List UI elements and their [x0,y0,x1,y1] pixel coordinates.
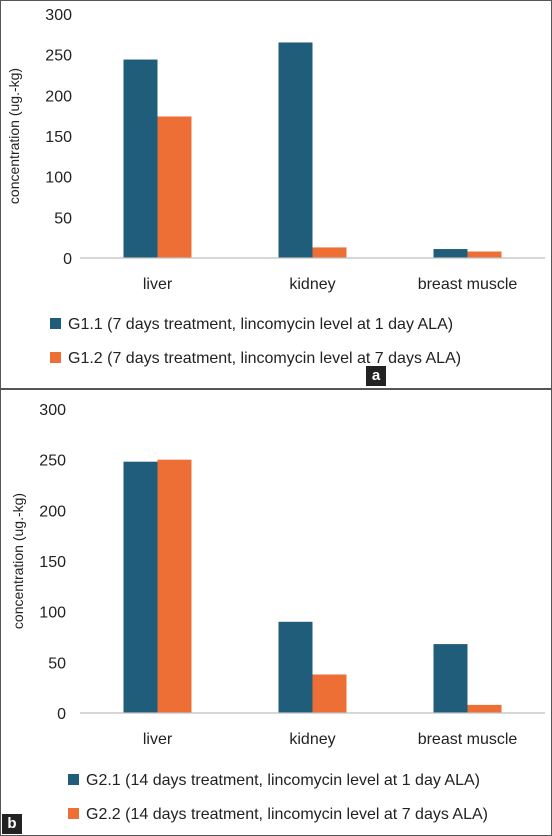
x-tick-label: breast muscle [418,276,518,293]
legend-swatch [50,352,61,363]
bar-chart-b: concentration (ug.-kg) 0 50 100 150 200 250 300… [10,402,545,823]
bar-1-breast-muscle [433,644,468,713]
y-tick-label: 150 [39,554,66,571]
bar-2-kidney [312,247,347,258]
legend-entry: G1.1 (7 days treatment, lincomycin level… [68,316,453,333]
y-tick-label: 50 [54,210,72,227]
bar-2-liver [157,116,192,258]
y-tick-label: 100 [39,605,66,622]
y-tick-label: 300 [45,7,72,24]
bar-2-breast-muscle [467,704,502,713]
y-axis-label: concentration (ug.-kg) [6,68,22,204]
y-tick-label: 200 [39,503,66,520]
panel-label-b: b [2,814,22,834]
x-tick-label: liver [143,276,173,293]
legend-entry: G2.2 (14 days treatment, lincomycin leve… [86,806,488,823]
y-tick-label: 0 [57,706,66,723]
y-tick-label: 200 [45,88,72,105]
x-tick-label: liver [143,731,173,748]
bar-1-breast-muscle [433,249,468,258]
y-tick-label: 150 [45,129,72,146]
legend-entry: G2.1 (14 days treatment, lincomycin leve… [86,772,480,789]
bar-1-liver [123,461,158,713]
y-tick-label: 250 [39,453,66,470]
y-tick-label: 50 [48,655,66,672]
bar-2-breast-muscle [467,251,502,258]
legend-swatch [68,774,79,785]
y-tick-label: 100 [45,170,72,187]
panel-label-a: a [366,366,386,386]
legend-swatch [50,318,61,329]
bar-1-kidney [278,621,313,713]
legend-entry: G1.2 (7 days treatment, lincomycin level… [68,350,461,367]
y-tick-label: 300 [39,402,66,419]
panel-divider [0,388,552,390]
bar-2-liver [157,459,192,713]
bar-1-liver [123,59,158,259]
y-axis-label: concentration (ug.-kg) [10,493,26,629]
x-tick-label: kidney [289,276,335,293]
bar-2-kidney [312,674,347,713]
legend-swatch [68,808,79,819]
y-tick-label: 250 [45,48,72,65]
x-tick-label: breast muscle [418,731,518,748]
bar-1-kidney [278,42,313,258]
y-tick-label: 0 [63,251,72,268]
bar-chart-a: concentration (ug.-kg) 0 50 100 150 200 250 300… [6,7,545,367]
x-tick-label: kidney [289,731,335,748]
